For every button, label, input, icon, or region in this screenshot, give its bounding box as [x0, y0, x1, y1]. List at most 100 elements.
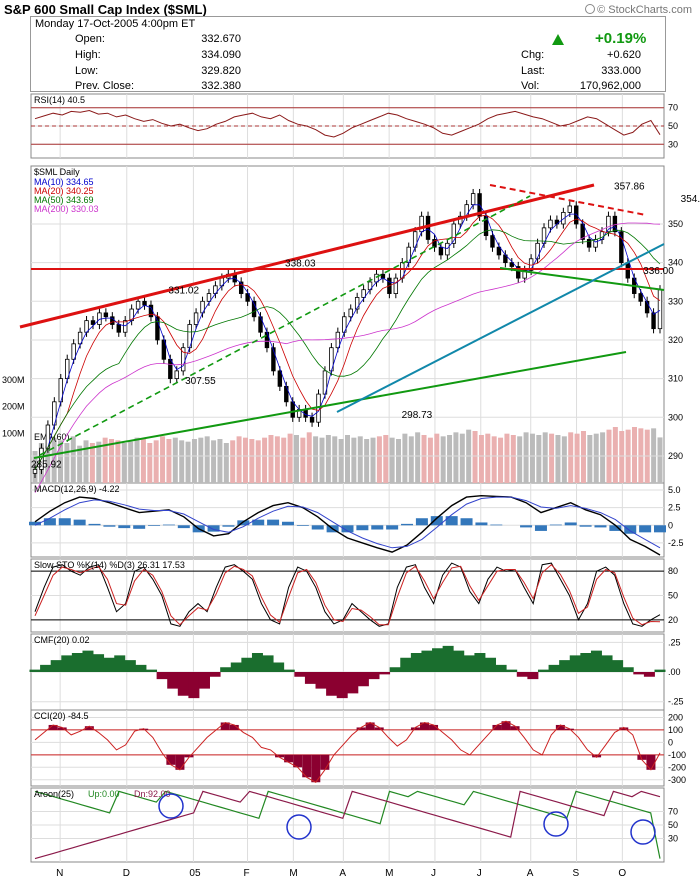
cmf-bar	[643, 672, 655, 677]
volume-bar	[453, 432, 459, 483]
candle-body	[567, 205, 572, 213]
macd-hist-bar	[564, 522, 577, 526]
volume-tick: 100M	[2, 428, 25, 438]
cmf-bar	[463, 655, 475, 672]
volume-bar	[185, 441, 191, 483]
macd-signal-line	[34, 496, 661, 549]
price-annotation: 354.67	[681, 194, 700, 205]
change-label: Chg:	[521, 49, 545, 61]
volume-bar	[593, 433, 599, 483]
macd-hist-bar	[133, 525, 146, 529]
candle-body	[393, 277, 399, 294]
macd-hist-bar	[415, 518, 428, 526]
macd-hist-bar	[549, 524, 562, 526]
volume-tick: 200M	[2, 402, 25, 412]
macd-hist-bar	[162, 524, 175, 526]
volume-bar	[542, 432, 548, 483]
open-value: 332.670	[201, 33, 241, 45]
ytick-cmf: .00	[668, 667, 681, 677]
candle-body	[161, 339, 167, 360]
last-label: Last:	[521, 65, 545, 77]
macd-hist-bar	[430, 516, 443, 526]
volume-bar	[313, 436, 319, 483]
ma-legend-1: MA(20) 340.25	[34, 186, 94, 196]
low-value: 329.820	[201, 65, 241, 77]
volume-bar	[230, 440, 236, 483]
xtick-label: M	[289, 868, 297, 879]
ytick-sto: 20	[668, 615, 678, 625]
cmf-bar	[389, 667, 401, 672]
ytick-price: 300	[668, 412, 683, 422]
cci-fill	[410, 727, 420, 730]
macd-hist-bar	[118, 525, 131, 529]
panel-frame-price	[30, 165, 665, 484]
macd-hist-bar	[43, 518, 56, 526]
candle-body	[110, 316, 115, 325]
volume-bar	[121, 443, 127, 483]
green-horizontal-line	[499, 267, 665, 291]
panel-frame-macd	[30, 482, 665, 558]
volume-bar	[485, 433, 491, 483]
candle-body	[490, 235, 495, 248]
macd-hist-bar	[534, 525, 547, 531]
last-value: 333.000	[601, 65, 641, 77]
cmf-bar	[167, 672, 179, 689]
low-label: Low:	[75, 65, 99, 77]
ytick-rsi: 50	[668, 121, 678, 131]
volume-bar	[396, 439, 402, 483]
macd-hist-bar	[222, 525, 235, 527]
cci-fill	[220, 722, 230, 730]
volume-bar	[402, 433, 408, 483]
candle-body	[586, 239, 592, 248]
cci-fill	[293, 754, 303, 768]
sto-k-line	[34, 562, 661, 627]
volume-bar	[236, 436, 242, 483]
panel-frame-cci	[30, 709, 665, 787]
cci-fill	[284, 754, 294, 763]
cmf-bar	[93, 654, 105, 672]
volume-bar	[77, 445, 83, 483]
macd-hist-bar	[103, 525, 116, 527]
cmf-bar	[114, 655, 126, 672]
volume-bar	[332, 436, 338, 483]
cmf-bar	[548, 664, 560, 672]
candle-body	[155, 316, 160, 341]
ytick-macd: 5.0	[668, 485, 681, 495]
volume-bar	[147, 443, 153, 483]
red-dashed-line	[489, 184, 647, 216]
macd-hist-bar	[579, 525, 592, 527]
candle-body	[271, 347, 276, 372]
quote-date: Monday 17-Oct-2005 4:00pm ET	[35, 18, 196, 30]
cci-fill	[48, 724, 58, 730]
change-percent: +0.19%	[595, 30, 647, 47]
ytick-cci: -300	[668, 775, 686, 785]
ytick-price: 320	[668, 335, 683, 345]
ytick-rsi: 30	[668, 139, 678, 149]
cmf-bar	[590, 650, 602, 672]
volume-bar	[517, 436, 523, 483]
candle-body	[245, 293, 250, 302]
ytick-cmf: .25	[668, 637, 681, 647]
cci-fill	[637, 754, 647, 760]
volume-bar	[383, 435, 389, 483]
volume-bar	[268, 435, 274, 483]
aroon-up-label: Up:0.00	[88, 789, 120, 799]
cmf-bar	[474, 653, 486, 672]
volume-bar	[262, 437, 268, 483]
cmf-bar	[537, 669, 549, 672]
cmf-bar	[209, 672, 221, 677]
ma50-line	[34, 229, 661, 470]
volume-bar	[287, 433, 293, 483]
credit: © StockCharts.com	[585, 4, 692, 16]
cci-fill	[84, 726, 94, 730]
volume-bar	[306, 432, 312, 483]
ytick-price: 340	[668, 258, 683, 268]
xtick-label: J	[477, 868, 482, 879]
cmf-bar	[251, 653, 263, 672]
volume-bar	[440, 436, 446, 483]
candle-body	[71, 343, 76, 360]
volume-bar	[498, 437, 504, 483]
cmf-bar	[580, 653, 592, 672]
candle-body	[606, 215, 611, 233]
